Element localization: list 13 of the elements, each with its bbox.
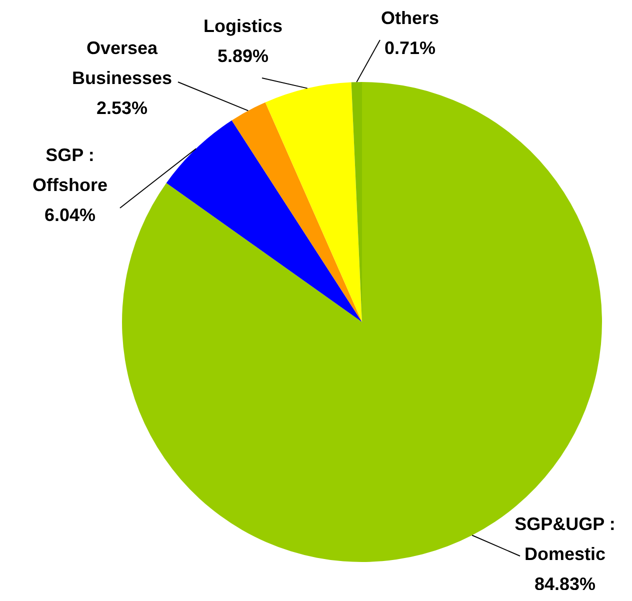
data-label: 5.89% <box>217 46 269 66</box>
data-label: 84.83% <box>534 574 596 594</box>
slice-label: Logistics <box>203 16 283 36</box>
data-label: 6.04% <box>44 205 96 225</box>
slice-label: SGP&UGP : Domestic <box>514 514 616 564</box>
pie-slice <box>265 82 362 322</box>
slice-label: Others <box>380 8 440 28</box>
data-label: 2.53% <box>96 98 148 118</box>
data-label: 0.71% <box>384 38 436 58</box>
pie-slice <box>166 120 362 322</box>
slice-label: Oversea Businesses <box>72 38 172 88</box>
slice-label: SGP : Offshore <box>32 145 108 195</box>
pie-slice <box>232 102 362 322</box>
